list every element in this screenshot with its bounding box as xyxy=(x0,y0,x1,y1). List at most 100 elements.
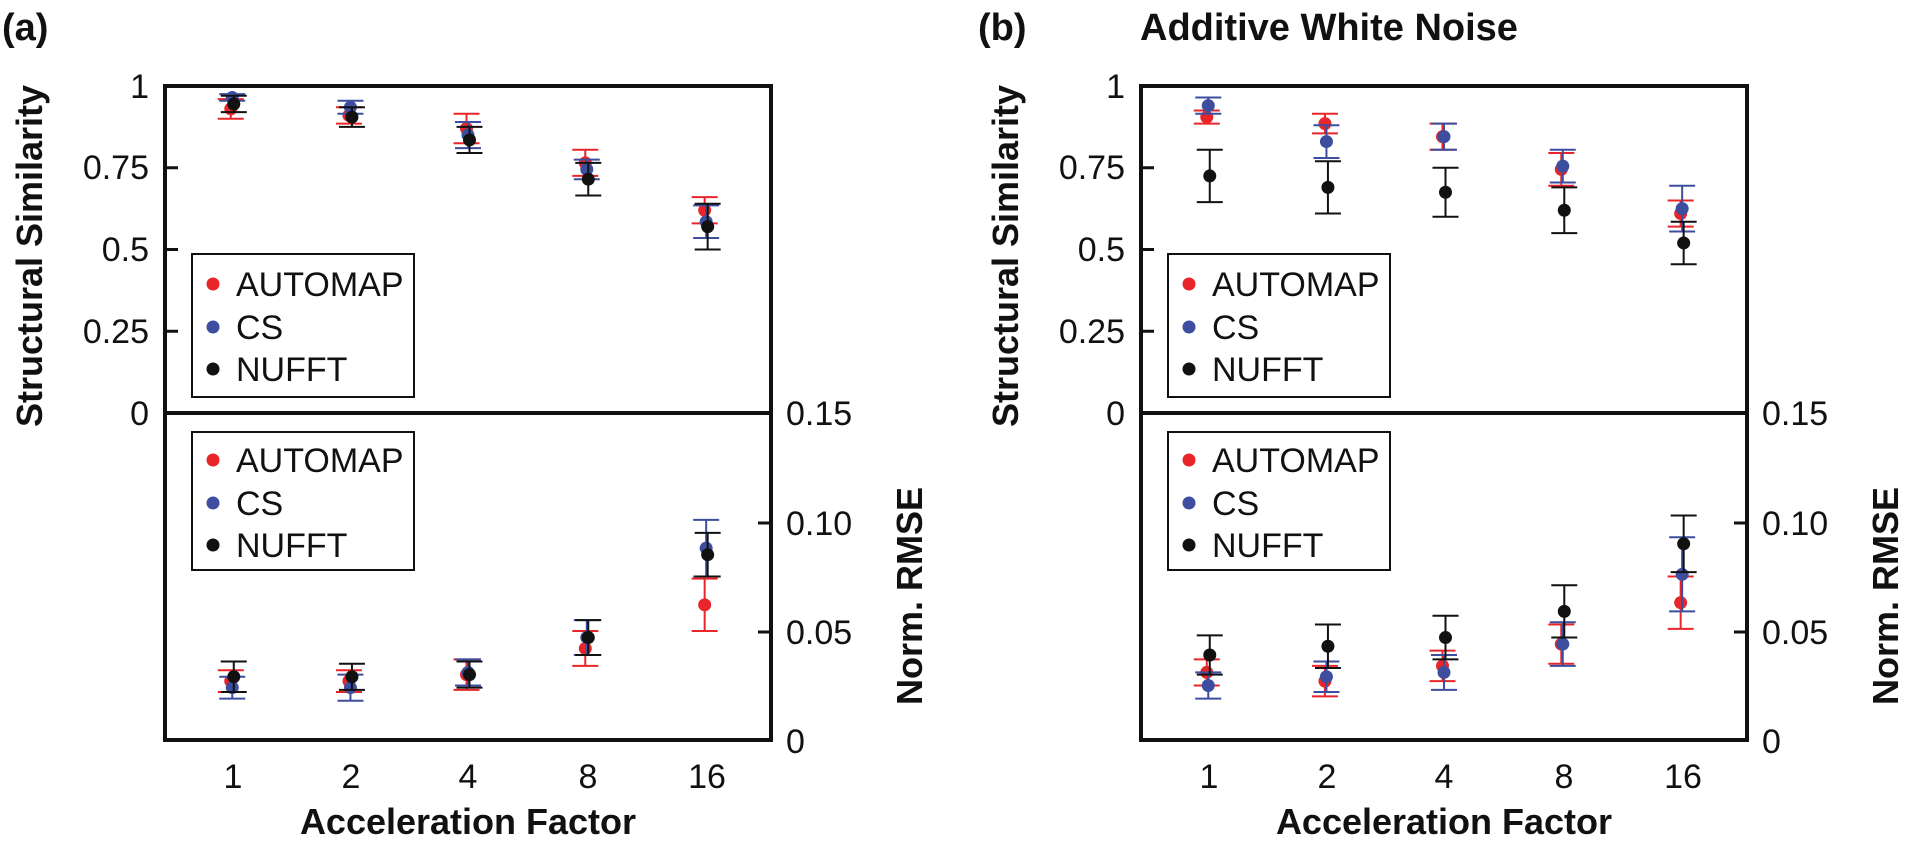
panel-b-xaxis-title: Acceleration Factor xyxy=(1276,801,1612,842)
data-point-nufft xyxy=(701,220,715,234)
panel-b-top-ytick-label: 0 xyxy=(1106,395,1125,433)
data-point-cs xyxy=(343,681,357,695)
legend-label-cs: CS xyxy=(236,485,283,523)
panel-b-top-ytick-label: 0.25 xyxy=(1059,313,1125,351)
legend-label-nufft: NUFFT xyxy=(236,527,347,565)
panel-b-bottom-data-marks xyxy=(1193,514,1697,700)
panel-b-top-ytick-label: 0.75 xyxy=(1059,149,1125,187)
panel-a-top-data-marks xyxy=(217,90,721,251)
data-point-nufft xyxy=(463,668,476,682)
panel-a-letter: (a) xyxy=(2,7,48,49)
data-point-cs xyxy=(1319,135,1333,149)
panel-a-xaxis: 1 2 4 8 16 xyxy=(224,758,726,796)
data-point-automap xyxy=(698,598,712,612)
data-point-automap xyxy=(578,641,592,655)
panel-a-bottom-data-marks xyxy=(217,518,721,702)
data-point-cs xyxy=(1556,159,1570,173)
legend-marker-automap xyxy=(206,453,220,467)
data-point-cs xyxy=(225,681,239,695)
panel-b-top-yaxis: 1 0.75 0.5 0.25 0 xyxy=(1059,68,1154,433)
legend-label-automap: AUTOMAP xyxy=(1212,442,1380,480)
data-point-nufft xyxy=(1557,604,1571,618)
panel-b-xtick-label: 4 xyxy=(1435,758,1454,796)
data-point-nufft xyxy=(1677,537,1691,551)
legend-marker-cs xyxy=(1182,320,1196,334)
data-point-nufft xyxy=(227,97,241,111)
panel-a: (a) 1 0.75 0.5 0.25 0 0.15 0.10 0.05 0 xyxy=(2,7,930,842)
legend-marker-cs xyxy=(206,496,220,510)
data-point-nufft xyxy=(227,670,241,684)
panel-b-frame-bottom xyxy=(1139,411,1749,742)
data-point-cs xyxy=(1675,202,1689,216)
legend-marker-automap xyxy=(1182,277,1196,291)
panel-b-xtick-label: 8 xyxy=(1555,758,1574,796)
panel-a-top-ytick-label: 0.25 xyxy=(83,313,149,351)
panel-a-top-yaxis-title: Structural Similarity xyxy=(9,85,50,427)
data-point-cs xyxy=(1319,670,1333,684)
data-point-cs xyxy=(1675,567,1689,581)
data-point-nufft xyxy=(1203,648,1217,662)
legend-label-cs: CS xyxy=(236,309,283,347)
panel-a-top-legend: AUTOMAP CS NUFFT xyxy=(191,253,415,398)
panel-a-top-yaxis: 1 0.75 0.5 0.25 0 xyxy=(83,68,178,433)
data-point-nufft xyxy=(1439,185,1452,199)
legend-label-nufft: NUFFT xyxy=(1212,351,1323,389)
panel-a-bottom-ytick-label: 0 xyxy=(786,723,805,761)
legend-marker-automap xyxy=(1182,453,1196,467)
legend-marker-cs xyxy=(1182,496,1196,510)
panel-b-bottom-legend-box xyxy=(1167,431,1391,571)
panel-b-bottom-ytick-label: 0 xyxy=(1762,723,1781,761)
panel-b-xtick-label: 1 xyxy=(1200,758,1219,796)
panel-a-top-ytick-label: 0.5 xyxy=(102,231,149,269)
panel-a-xtick-label: 16 xyxy=(688,758,726,796)
panel-b-top-legend-box xyxy=(1167,253,1391,398)
panel-a-top-ytick-label: 0 xyxy=(130,395,149,433)
data-point-nufft xyxy=(1677,236,1691,250)
legend-marker-automap xyxy=(206,277,220,291)
panel-a-top-legend-box xyxy=(191,253,415,398)
panel-a-xaxis-title: Acceleration Factor xyxy=(300,801,636,842)
panel-a-bottom-legend-box xyxy=(191,431,415,571)
data-point-cs xyxy=(580,162,594,176)
data-point-nufft xyxy=(1203,169,1217,183)
panel-a-xtick-label: 4 xyxy=(459,758,478,796)
legend-marker-nufft xyxy=(206,538,220,552)
panel-b-top-yaxis-title: Structural Similarity xyxy=(985,85,1026,427)
data-point-automap xyxy=(1318,117,1332,131)
panel-b-top-data-marks xyxy=(1193,96,1697,266)
legend-marker-nufft xyxy=(206,362,220,376)
legend-marker-nufft xyxy=(1182,362,1196,376)
panel-b-top-ytick-label: 1 xyxy=(1106,68,1125,106)
data-point-cs xyxy=(1556,637,1570,651)
legend-label-cs: CS xyxy=(1212,309,1259,347)
panel-a-bottom-ytick-label: 0.10 xyxy=(786,505,852,543)
data-point-cs xyxy=(1201,99,1215,113)
panel-b-top-legend: AUTOMAP CS NUFFT xyxy=(1167,253,1391,398)
data-point-nufft xyxy=(463,133,476,147)
panel-b-title: Additive White Noise xyxy=(1140,7,1518,49)
panel-b-bottom-ytick-label: 0.15 xyxy=(1762,395,1828,433)
panel-a-xtick-label: 8 xyxy=(579,758,598,796)
panel-a-bottom-ytick-label: 0.05 xyxy=(786,614,852,652)
panel-a-xtick-label: 1 xyxy=(224,758,243,796)
panel-a-bottom-ytick-label: 0.15 xyxy=(786,395,852,433)
panel-b-bottom-ytick-label: 0.10 xyxy=(1762,505,1828,543)
data-point-nufft xyxy=(1439,631,1452,645)
panel-a-frame-bottom xyxy=(163,411,773,742)
data-point-nufft xyxy=(1557,203,1571,217)
data-point-nufft xyxy=(1321,180,1335,194)
legend-label-nufft: NUFFT xyxy=(236,351,347,389)
legend-label-automap: AUTOMAP xyxy=(236,266,404,304)
data-point-cs xyxy=(1437,130,1451,144)
data-point-nufft xyxy=(581,631,595,645)
data-point-automap xyxy=(1674,596,1688,610)
legend-label-automap: AUTOMAP xyxy=(236,442,404,480)
panel-a-bottom-yaxis-title: Norm. RMSE xyxy=(889,487,930,705)
panel-a-bottom-yaxis: 0.15 0.10 0.05 0 xyxy=(758,395,852,761)
legend-marker-cs xyxy=(206,320,220,334)
panel-b-letter: (b) xyxy=(978,7,1027,49)
panel-b-bottom-legend: AUTOMAP CS NUFFT xyxy=(1167,431,1391,571)
panel-a-bottom-legend: AUTOMAP CS NUFFT xyxy=(191,431,415,571)
panel-a-xtick-label: 2 xyxy=(342,758,361,796)
